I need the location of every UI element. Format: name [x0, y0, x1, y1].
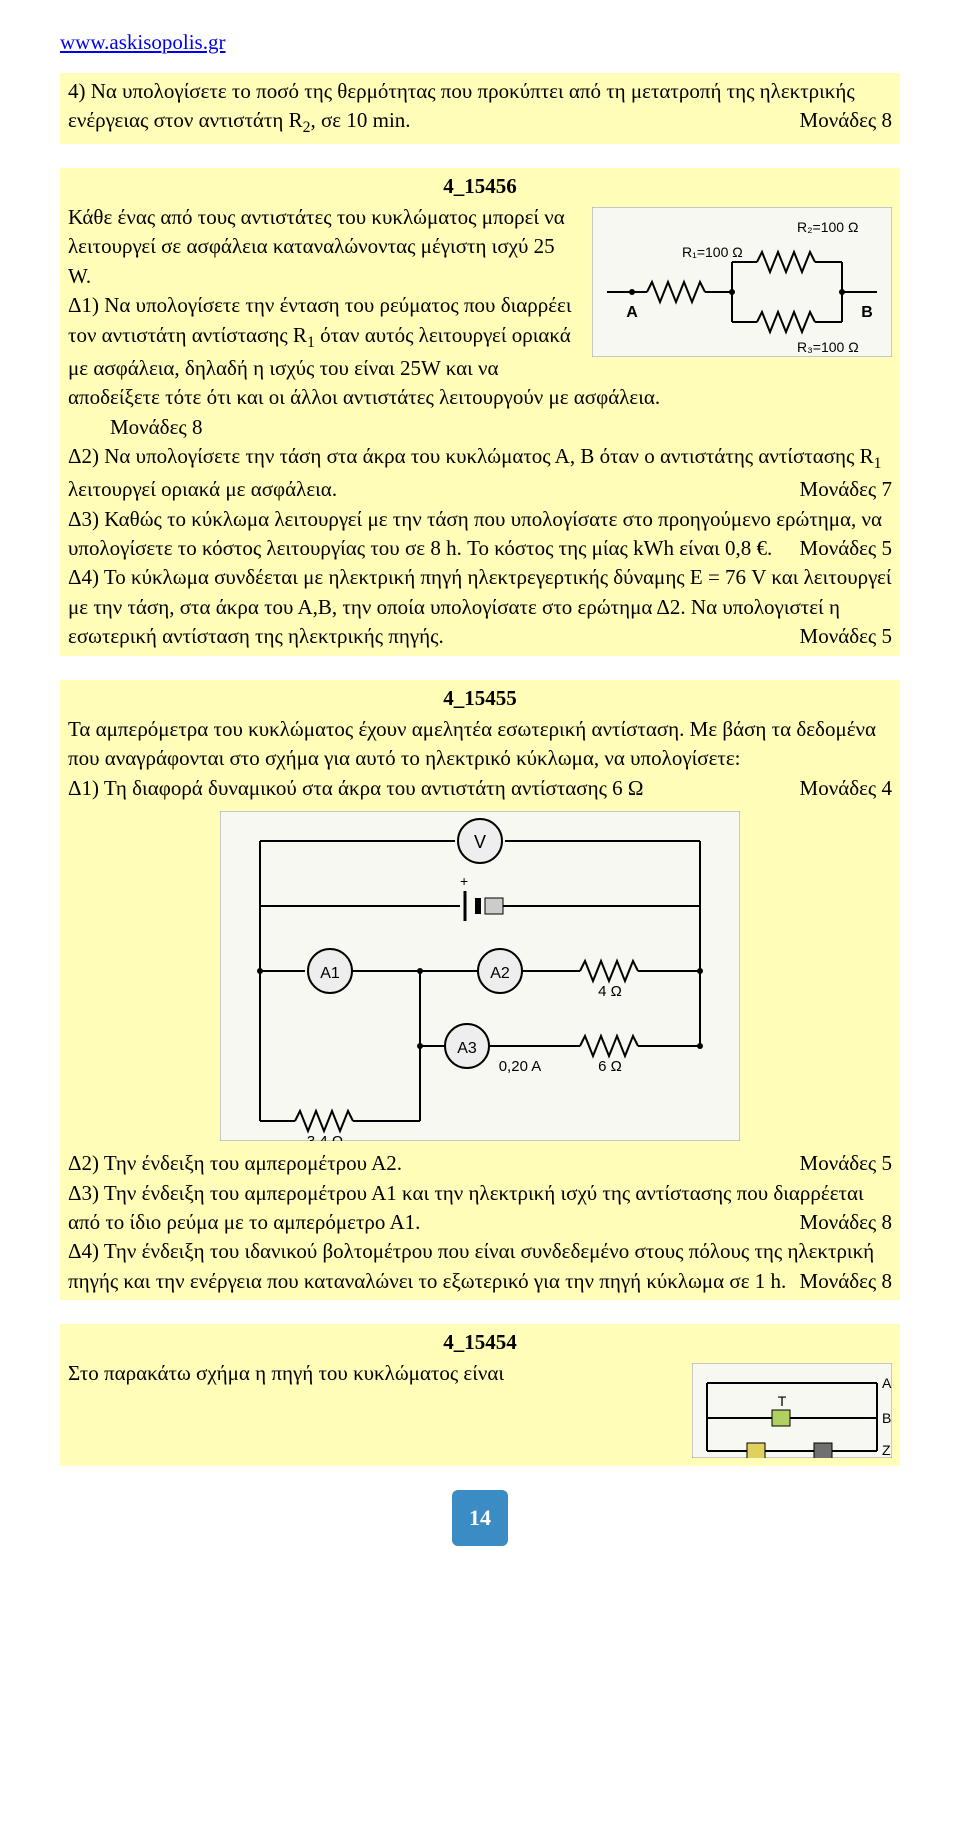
svg-text:R₂=100 Ω: R₂=100 Ω [797, 219, 858, 235]
svg-text:3,4 Ω: 3,4 Ω [307, 1133, 343, 1141]
d2sub-15456: 1 [874, 455, 882, 472]
d2-mon-15455: Μονάδες 5 [800, 1149, 892, 1178]
intro-15455: Τα αμπερόμετρα του κυκλώματος έχουν αμελ… [68, 717, 876, 770]
svg-text:Z: Z [882, 1442, 891, 1458]
d2-15455: Δ2) Την ένδειξη του αμπερομέτρου Α2. [68, 1151, 402, 1175]
d1-mon-15455: Μονάδες 4 [800, 774, 892, 803]
d2-mon-15456: Μονάδες 7 [800, 475, 892, 504]
d3-mon-15456: Μονάδες 5 [800, 534, 892, 563]
svg-text:6 Ω: 6 Ω [598, 1058, 622, 1075]
site-url-link[interactable]: www.askisopolis.gr [60, 30, 900, 55]
circuit-15455: V + A1 [68, 811, 892, 1141]
d2a-15456: Δ2) Να υπολογίσετε την τάση στα άκρα του… [68, 444, 874, 468]
svg-text:A1: A1 [320, 965, 340, 982]
q4-monades: Μονάδες 8 [800, 106, 892, 135]
page-number: 14 [452, 1490, 508, 1546]
d1-15455: Δ1) Τη διαφορά δυναμικού στα άκρα του αν… [68, 776, 644, 800]
svg-text:R₃=100 Ω: R₃=100 Ω [797, 339, 859, 355]
svg-text:A2: A2 [490, 965, 510, 982]
svg-text:A: A [882, 1375, 892, 1391]
block-top: 4) Να υπολογίσετε το ποσό της θερμότητας… [60, 73, 900, 144]
circuit-svg-15456: A R₁=100 Ω R₂=100 Ω R₃=100 Ω [592, 207, 892, 357]
d3-15456: Δ3) Καθώς το κύκλωμα λειτουργεί με την τ… [68, 507, 882, 560]
block-15456: 4_15456 A R₁=100 Ω R₂=100 Ω [60, 168, 900, 656]
d4-15456: Δ4) Το κύκλωμα συνδέεται με ηλεκτρική πη… [68, 565, 891, 648]
svg-text:B: B [882, 1410, 891, 1426]
text-15454: Στο παρακάτω σχήμα η πηγή του κυκλώματος… [68, 1361, 504, 1385]
svg-text:V: V [474, 832, 486, 852]
svg-text:A: A [626, 304, 638, 321]
svg-text:B: B [861, 304, 873, 321]
svg-text:R₁=100 Ω: R₁=100 Ω [682, 244, 743, 260]
d4-15455: Δ4) Την ένδειξη του ιδανικού βολτομέτρου… [68, 1239, 874, 1292]
svg-text:0,20 A: 0,20 A [499, 1058, 542, 1075]
intro-15456: Κάθε ένας από τους αντιστάτες του κυκλώμ… [68, 205, 565, 288]
block-15454: 4_15454 A T B Z Στο παρ [60, 1324, 900, 1466]
block-15455-title: 4_15455 [68, 684, 892, 713]
svg-text:4 Ω: 4 Ω [598, 983, 622, 1000]
svg-text:T: T [778, 1393, 787, 1409]
circuit-15454: A T B Z [692, 1363, 892, 1458]
svg-text:A3: A3 [457, 1040, 477, 1057]
d4-mon-15456: Μονάδες 5 [800, 622, 892, 651]
d3-mon-15455: Μονάδες 8 [800, 1208, 892, 1237]
d2b-15456: λειτουργεί οριακά με ασφάλεια. [68, 477, 337, 501]
q4-tail: , σε 10 min. [310, 108, 410, 132]
block-15455: 4_15455 Τα αμπερόμετρα του κυκλώματος έχ… [60, 680, 900, 1301]
d4-mon-15455: Μονάδες 8 [800, 1267, 892, 1296]
q4-text: 4) Να υπολογίσετε το ποσό της θερμότητας… [68, 79, 855, 132]
block-15456-title: 4_15456 [68, 172, 892, 201]
svg-text:+: + [460, 873, 468, 889]
d1sub-15456: 1 [307, 334, 315, 351]
circuit-svg-15454: A T B Z [692, 1363, 892, 1458]
d1-mon-15456: Μονάδες 8 [110, 415, 202, 439]
circuit-svg-15455: V + A1 [220, 811, 740, 1141]
d3-15455: Δ3) Την ένδειξη του αμπερομέτρου Α1 και … [68, 1181, 864, 1234]
circuit-15456: A R₁=100 Ω R₂=100 Ω R₃=100 Ω [592, 207, 892, 357]
page: www.askisopolis.gr 4) Να υπολογίσετε το … [0, 0, 960, 1586]
block-15454-title: 4_15454 [68, 1328, 892, 1357]
